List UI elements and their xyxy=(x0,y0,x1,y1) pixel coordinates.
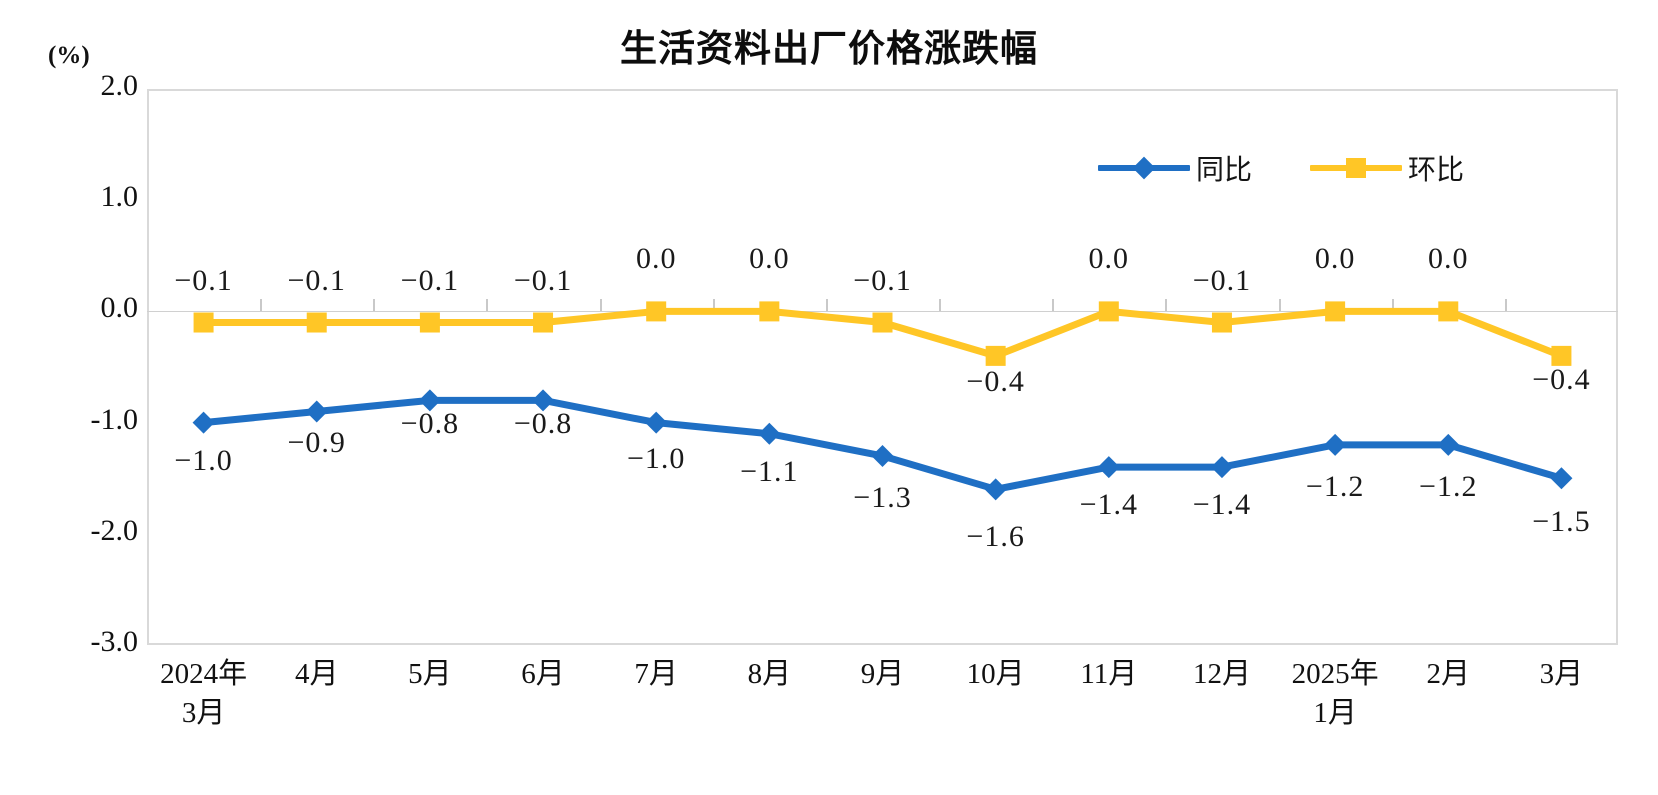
legend-swatch-line-square-icon xyxy=(1310,158,1403,178)
data-point-label: −1.5 xyxy=(1532,505,1591,539)
data-point-label: 0.0 xyxy=(1088,242,1130,276)
data-point-label: −0.1 xyxy=(853,263,912,297)
data-point-label: −0.4 xyxy=(966,364,1025,398)
data-point-label: −0.8 xyxy=(513,407,573,441)
x-axis-tick-mark xyxy=(1504,299,1507,312)
chart-legend: 同比 环比 xyxy=(1098,148,1464,188)
zero-gridline xyxy=(147,311,1618,313)
y-axis-tick-label: -3.0 xyxy=(90,625,139,658)
x-axis-tick-label: 4月 xyxy=(294,658,339,690)
y-axis-unit-label: (%) xyxy=(48,42,90,69)
data-point-label: −1.6 xyxy=(966,520,1025,554)
data-point-label: −0.1 xyxy=(287,263,346,297)
x-axis-tick-label: 5月 xyxy=(408,658,452,690)
data-point-label: 0.0 xyxy=(1428,242,1469,276)
data-point-label: −0.1 xyxy=(400,263,460,297)
x-axis-tick-label: 10月 xyxy=(966,658,1025,690)
data-point-label: 0.0 xyxy=(749,242,790,276)
data-point-label: −0.1 xyxy=(513,263,573,297)
legend-swatch-line-diamond-icon xyxy=(1098,156,1190,180)
x-axis-tick-label: 3月 xyxy=(1539,658,1584,690)
y-axis-tick-label: -1.0 xyxy=(90,402,139,436)
x-axis-tick-mark xyxy=(599,299,602,312)
data-point-label: −1.0 xyxy=(626,441,686,475)
data-point-label: −1.1 xyxy=(740,454,799,488)
x-axis-tick-label: 9月 xyxy=(860,658,905,690)
y-axis-tick-label: 0.0 xyxy=(100,291,139,325)
x-axis-tick-mark xyxy=(1278,299,1281,312)
x-axis-tick-mark xyxy=(260,299,263,312)
x-axis-tick-label: 6月 xyxy=(521,658,565,690)
x-axis-tick-label: 2024年 3月 xyxy=(160,658,248,729)
x-axis-tick-label: 11月 xyxy=(1080,658,1138,690)
data-point-label: 0.0 xyxy=(635,242,677,276)
plot-area xyxy=(147,89,1618,645)
x-axis-tick-mark xyxy=(1052,299,1055,312)
data-point-label: 0.0 xyxy=(1314,242,1356,276)
x-axis-tick-label: 7月 xyxy=(634,658,678,690)
chart-title: 生活资料出厂价格涨跌幅 xyxy=(620,27,1038,70)
data-point-label: −1.0 xyxy=(174,443,233,477)
x-axis-tick-mark xyxy=(373,299,376,312)
legend-entry-tongbi[interactable]: 同比 xyxy=(1098,148,1252,188)
y-axis-tick-label: -2.0 xyxy=(90,513,139,547)
y-axis-tick-label: 1.0 xyxy=(100,180,139,214)
x-axis-tick-mark xyxy=(1165,299,1168,312)
x-axis-tick-label: 8月 xyxy=(747,658,792,690)
x-axis-tick-mark xyxy=(939,299,942,312)
data-point-label: −1.4 xyxy=(1079,488,1139,522)
x-axis-tick-mark xyxy=(712,299,715,312)
legend-entry-huanbi[interactable]: 环比 xyxy=(1310,148,1464,188)
x-axis-tick-label: 2025年 1月 xyxy=(1291,658,1379,729)
legend-label-huanbi: 环比 xyxy=(1408,153,1465,186)
data-point-label: −0.4 xyxy=(1532,362,1591,396)
data-point-label: −1.4 xyxy=(1192,488,1252,522)
data-point-label: −0.1 xyxy=(1192,263,1252,297)
data-point-label: −1.2 xyxy=(1305,469,1365,503)
data-point-label: −0.1 xyxy=(174,263,233,297)
x-axis-tick-mark xyxy=(1391,299,1394,312)
x-axis-tick-label: 2月 xyxy=(1426,658,1471,690)
x-axis-tick-mark xyxy=(825,299,828,312)
data-point-label: −0.8 xyxy=(400,407,460,441)
data-point-label: −1.3 xyxy=(853,480,912,514)
data-point-label: −1.2 xyxy=(1419,469,1478,503)
x-axis-tick-mark xyxy=(486,299,489,312)
data-point-label: −0.9 xyxy=(287,426,346,460)
x-axis-tick-label: 12月 xyxy=(1192,658,1251,690)
y-axis-tick-label: 2.0 xyxy=(100,69,139,102)
legend-label-tongbi: 同比 xyxy=(1196,153,1253,186)
